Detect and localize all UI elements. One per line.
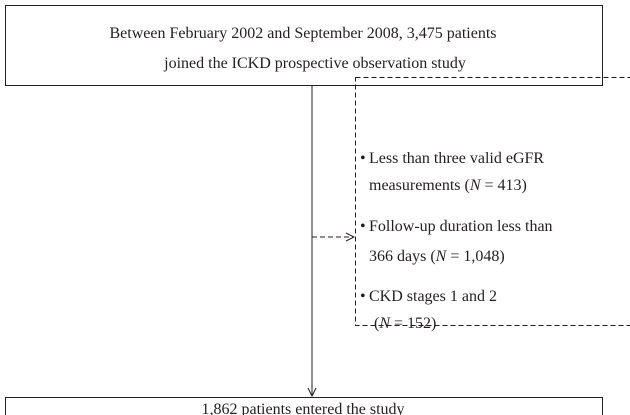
- bottom-text: 1,862 patients entered the study: [201, 401, 404, 415]
- italic-symbol: N: [435, 248, 448, 265]
- text-segment: measurements (: [369, 177, 470, 194]
- bullet: •: [360, 218, 366, 235]
- text-segment: = 413): [481, 177, 527, 194]
- text-segment: 366 days (: [369, 248, 436, 265]
- exclusion-line: 366 days (N = 1,048): [369, 248, 505, 265]
- text-segment: = 1,048): [446, 248, 504, 265]
- text-segment: (: [374, 315, 379, 332]
- exclusion-line: measurements (N = 413): [369, 177, 527, 194]
- exclusion-line: (N = 152): [374, 315, 436, 332]
- text-segment: Follow-up duration less than: [369, 218, 553, 235]
- italic-symbol: N: [378, 315, 391, 332]
- top-line: Between February 2002 and September 2008…: [109, 25, 496, 42]
- text-segment: Less than three valid eGFR: [369, 150, 544, 167]
- bottom-box: [5, 397, 603, 415]
- text-segment: CKD stages 1 and 2: [369, 288, 497, 305]
- bullet: •: [360, 288, 366, 305]
- exclusion-box: [355, 77, 630, 326]
- exclusion-line: CKD stages 1 and 2: [369, 288, 497, 305]
- top-box: [5, 5, 603, 86]
- top-line: joined the ICKD prospective observation …: [163, 55, 466, 72]
- italic-symbol: N: [469, 177, 482, 194]
- exclusion-line: Follow-up duration less than: [369, 218, 553, 235]
- bullet: •: [360, 150, 366, 167]
- exclusion-line: Less than three valid eGFR: [369, 150, 544, 167]
- text-segment: = 152): [390, 315, 436, 332]
